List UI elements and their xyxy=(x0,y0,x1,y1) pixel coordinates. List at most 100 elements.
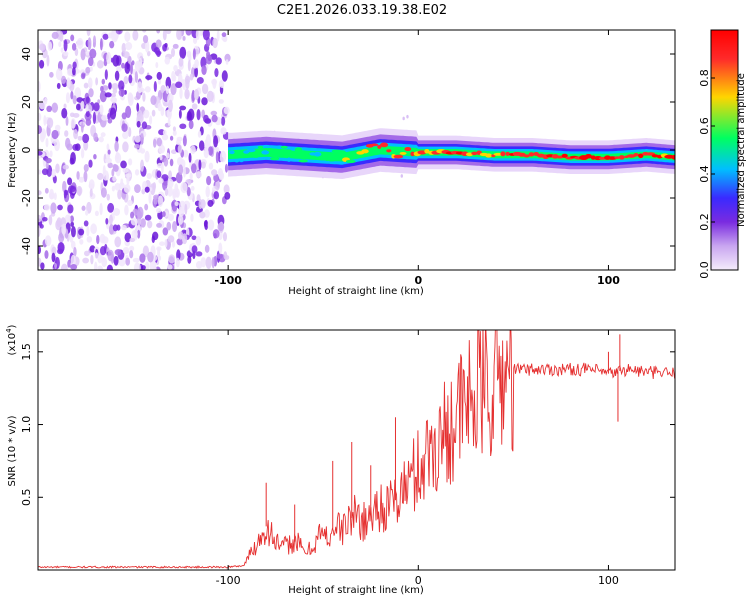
noise-blob xyxy=(180,181,188,194)
noise-blob xyxy=(141,265,146,270)
noise-blob xyxy=(47,41,53,51)
noise-blob xyxy=(151,109,156,117)
noise-blob xyxy=(210,110,218,116)
noise-blob xyxy=(89,188,93,197)
noise-blob xyxy=(87,77,93,89)
noise-blob xyxy=(46,105,53,113)
noise-blob xyxy=(80,100,85,110)
noise-blob xyxy=(80,72,86,80)
noise-blob xyxy=(157,195,164,207)
noise-blob xyxy=(196,77,204,84)
noise-blob xyxy=(145,75,153,80)
noise-blob xyxy=(108,224,115,235)
noise-blob xyxy=(65,116,69,126)
snr-xtick-label: 0 xyxy=(415,574,422,587)
noise-blob xyxy=(187,255,192,264)
noise-blob xyxy=(151,235,156,244)
noise-blob xyxy=(218,99,224,104)
noise-blob xyxy=(45,161,49,170)
spectrogram-marks xyxy=(38,30,675,270)
signal-blob xyxy=(370,143,379,147)
noise-blob xyxy=(198,199,203,210)
signal-blob xyxy=(252,154,260,159)
noise-blob xyxy=(79,238,84,245)
noise-blob xyxy=(213,135,219,148)
noise-blob xyxy=(178,206,185,217)
noise-blob xyxy=(66,77,71,89)
noise-blob xyxy=(195,251,203,257)
noise-blob xyxy=(111,168,115,177)
noise-blob xyxy=(70,263,78,270)
spectrogram-xlabel: Height of straight line (km) xyxy=(288,286,424,297)
noise-blob xyxy=(107,162,113,169)
signal-blob xyxy=(327,158,336,162)
noise-blob xyxy=(86,236,93,243)
noise-blob xyxy=(60,263,68,270)
noise-blob xyxy=(120,178,124,186)
noise-blob xyxy=(57,204,63,211)
noise-blob xyxy=(100,132,106,138)
noise-blob xyxy=(165,85,170,95)
noise-blob xyxy=(80,48,86,61)
noise-blob xyxy=(99,202,103,216)
noise-blob xyxy=(148,192,152,204)
noise-blob xyxy=(136,211,143,220)
noise-blob xyxy=(71,42,77,51)
noise-blob xyxy=(216,253,223,259)
noise-blob xyxy=(134,144,140,149)
noise-blob xyxy=(167,235,175,243)
noise-blob xyxy=(109,214,113,225)
noise-blob xyxy=(221,35,228,42)
noise-blob xyxy=(97,251,103,264)
noise-blob xyxy=(206,175,212,186)
signal-blob xyxy=(607,156,617,160)
noise-blob xyxy=(38,59,45,69)
noise-blob xyxy=(86,30,91,37)
noise-blob xyxy=(124,31,131,42)
noise-blob xyxy=(106,51,112,65)
noise-blob xyxy=(140,218,146,228)
noise-blob xyxy=(53,192,57,201)
noise-blob xyxy=(94,252,99,259)
noise-blob xyxy=(178,109,182,119)
noise-blob xyxy=(99,233,106,244)
snr-ytick-label: 1.5 xyxy=(20,343,33,361)
noise-blob xyxy=(220,127,227,135)
noise-blob xyxy=(215,57,222,65)
noise-blob xyxy=(110,57,114,63)
noise-blob xyxy=(82,133,90,144)
noise-blob xyxy=(142,30,147,33)
signal-blob xyxy=(280,145,288,149)
noise-blob xyxy=(112,88,118,94)
noise-blob xyxy=(72,95,77,105)
noise-blob xyxy=(182,135,187,147)
noise-blob xyxy=(99,104,104,115)
noise-blob xyxy=(164,56,171,65)
noise-blob xyxy=(144,186,150,193)
noise-blob xyxy=(77,135,83,141)
noise-blob xyxy=(175,188,180,198)
noise-blob xyxy=(83,170,88,183)
noise-blob xyxy=(129,62,133,75)
noise-blob xyxy=(97,172,104,181)
noise-blob xyxy=(224,255,230,260)
noise-blob xyxy=(144,203,149,211)
noise-blob xyxy=(158,178,164,184)
noise-blob xyxy=(78,176,85,183)
noise-blob xyxy=(104,69,108,80)
noise-blob xyxy=(86,225,90,237)
noise-blob xyxy=(131,230,138,239)
noise-blob xyxy=(212,229,220,239)
noise-blob xyxy=(200,161,206,169)
noise-blob xyxy=(127,199,133,206)
noise-blob xyxy=(38,150,43,156)
signal-blob xyxy=(638,153,644,159)
noise-blob xyxy=(152,265,157,270)
noise-blob xyxy=(196,108,201,121)
noise-blob xyxy=(176,238,184,246)
noise-blob xyxy=(124,204,129,216)
noise-blob xyxy=(85,210,89,216)
noise-blob xyxy=(107,118,113,124)
noise-blob xyxy=(107,149,111,155)
noise-blob xyxy=(155,39,162,49)
